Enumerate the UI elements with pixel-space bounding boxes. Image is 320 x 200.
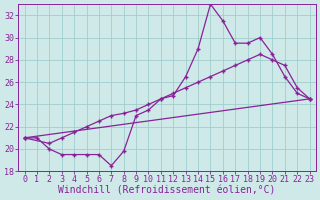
- X-axis label: Windchill (Refroidissement éolien,°C): Windchill (Refroidissement éolien,°C): [58, 186, 276, 196]
